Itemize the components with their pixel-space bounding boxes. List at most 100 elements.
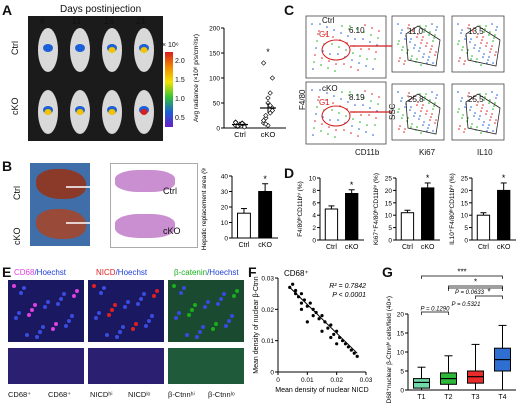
flow-event [356,94,358,96]
flow-event [337,53,339,55]
flow-event [371,27,373,29]
cell-nucleus [41,325,45,329]
flow-event [341,25,343,27]
flow-event [494,122,496,124]
x-tick-label: Ctrl [326,244,337,251]
panel-label-d: D [284,165,295,181]
panel-label-c: C [284,2,295,18]
flow-event [333,95,335,97]
flow-event [326,26,328,28]
flow-event [432,108,434,110]
f-tag: CD68⁺ [284,269,309,278]
data-point [296,295,301,299]
flow-event [378,30,380,32]
flow-event [468,24,470,26]
cell-nucleus [46,300,50,304]
flow-event [483,99,485,101]
y-tick-label: 20 [461,188,469,195]
flow-event [410,106,412,108]
data-point [263,121,269,127]
flow-event [495,97,497,99]
y-tick-label: 0 [312,238,316,245]
flow-event [398,60,400,62]
cell-nucleus [30,308,34,312]
p-value: P = 0.5321 [452,302,481,308]
flow-event [485,113,487,115]
cell-nucleus [72,294,76,298]
p-value: P < 0.0001 [332,292,366,299]
flow-event [325,99,327,101]
flow-event [423,53,425,55]
x-tick-label: cKO [261,130,276,139]
flow-event [420,132,422,134]
flow-event [327,133,329,135]
flow-event [347,101,349,103]
cell-nucleus [102,286,106,290]
flow-event [420,110,422,112]
cell-nucleus [201,325,205,329]
flow-event [493,37,495,39]
signal-hot [76,109,84,115]
flow-event [481,107,483,109]
flow-event [467,27,469,29]
flow-event [430,48,432,50]
flow-event [492,130,494,132]
y-tick-label: 40 [221,174,229,181]
cell-nucleus [118,330,122,334]
cell-nucleus [190,308,194,312]
cell-nucleus [33,303,37,307]
panel-label-f: F [248,264,257,280]
flow-event [472,98,474,100]
tissue-ctrl [115,170,175,192]
y-tick-label: 2 [312,225,316,232]
y-tick-label: 0.01 [261,338,274,345]
cell-nucleus [27,313,31,317]
flow-event [349,25,351,27]
liver-ctrl [36,169,86,199]
cell-nucleus [195,335,199,339]
cb-tick: 2.0 [175,58,185,65]
flow-event [420,64,422,66]
flow-event [315,113,317,115]
data-point [311,314,315,318]
flow-event [372,68,374,70]
flow-event [358,128,360,130]
flow-event [483,121,485,123]
flow-event [327,67,329,69]
flow-event [343,129,345,131]
flow-event [413,115,415,117]
cell-nucleus [211,327,215,331]
flow-event [426,130,428,132]
cell-nucleus [230,314,234,318]
cell-nucleus [92,284,96,288]
flow-event [312,134,314,136]
flow-event [343,63,345,65]
data-point [265,95,271,101]
y-tick-label: 30 [221,189,229,196]
flow-event [422,124,424,126]
flow-event [311,23,313,25]
flow-event [350,66,352,68]
cell-nucleus [121,325,125,329]
flow-event [461,117,463,119]
flow-event [458,108,460,110]
flow-event [426,110,428,112]
flow-event [403,63,405,65]
flow-event [407,95,409,97]
cell-nucleus [25,333,29,337]
flow-event [368,48,370,50]
cb-tick: 0.5 [175,115,185,122]
y-tick-label: 20 [397,312,405,319]
cell-nucleus [232,294,236,298]
flow-plot-frame [391,15,445,73]
flow-event [424,96,426,98]
flow-event [427,127,429,129]
y-tick-label: 0.03 [261,276,274,283]
y-tick-label: 100 [209,76,220,83]
y-tick-label: 200 [209,26,220,33]
flow-event [489,31,491,33]
flow-event [426,42,428,44]
flow-event [477,33,479,35]
cell-nucleus [206,300,210,304]
